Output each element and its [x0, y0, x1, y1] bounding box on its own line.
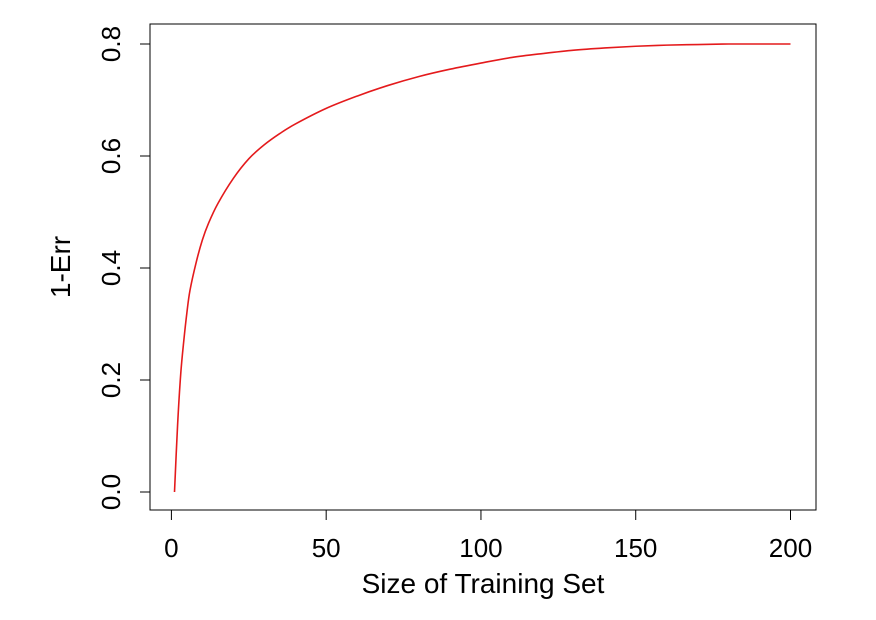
plot-frame — [149, 23, 817, 511]
y-axis-title: 1-Err — [45, 236, 76, 298]
series-line-0 — [173, 43, 791, 493]
y-tick-label: 0.2 — [96, 362, 126, 398]
x-tick-label: 150 — [614, 533, 657, 563]
x-axis-title: Size of Training Set — [362, 568, 605, 599]
series-layer — [173, 43, 791, 493]
x-tick-label: 100 — [459, 533, 502, 563]
y-tick-label: 0.0 — [96, 474, 126, 510]
y-tick-label: 0.6 — [96, 138, 126, 174]
y-tick-label: 0.8 — [96, 26, 126, 62]
x-axis: 0 50 100 150 200 — [164, 509, 812, 563]
y-tick-label: 0.4 — [96, 250, 126, 286]
x-tick-label: 200 — [769, 533, 812, 563]
y-axis: 0.0 0.2 0.4 0.6 0.8 — [96, 26, 151, 510]
x-tick-label: 0 — [164, 533, 178, 563]
x-tick-label: 50 — [312, 533, 341, 563]
